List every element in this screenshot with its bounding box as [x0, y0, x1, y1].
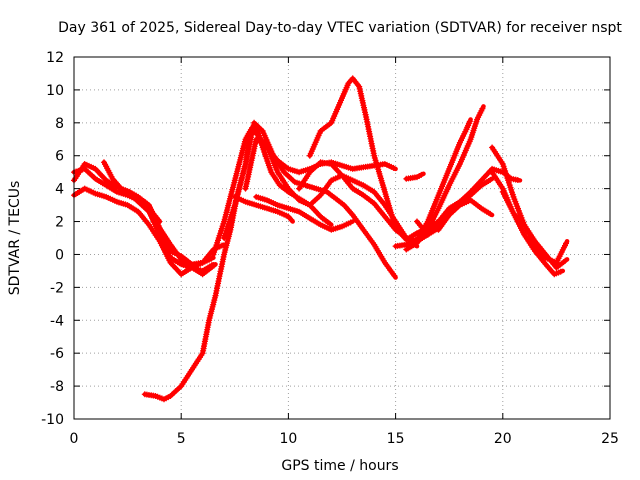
y-axis-label: SDTVAR / TECUs — [7, 181, 23, 296]
y-tick-label: -2 — [50, 280, 64, 296]
tick-layer: 0 5 10 15 20 25 -10 -8 -6 -4 -2 0 2 4 6 8 10 12 — [41, 50, 619, 447]
y-tick-label: 12 — [46, 50, 64, 66]
x-tick-label: 0 — [70, 431, 79, 447]
series-sat-l — [253, 193, 355, 233]
series-markers — [403, 105, 486, 253]
grid-layer — [74, 57, 610, 419]
x-tick-label: 20 — [494, 431, 512, 447]
series-sat-s — [489, 144, 570, 266]
x-tick-label: 10 — [279, 431, 297, 447]
series-markers — [253, 193, 354, 233]
series-sat-e — [156, 235, 218, 278]
x-axis-label: GPS time / hours — [281, 458, 398, 474]
series-line — [71, 166, 163, 224]
x-tick-label: 25 — [601, 431, 619, 447]
x-tick-label: 15 — [387, 431, 405, 447]
x-tick-label: 5 — [177, 431, 186, 447]
y-tick-label: 8 — [55, 116, 64, 132]
y-tick-label: 6 — [55, 149, 64, 165]
series-markers — [489, 144, 569, 266]
series-markers — [392, 118, 473, 250]
series-sat-n — [403, 171, 426, 182]
series-markers — [231, 193, 295, 223]
y-tick-label: -6 — [50, 346, 64, 362]
y-tick-label: -4 — [50, 313, 64, 329]
series-layer — [71, 75, 570, 403]
series-markers — [156, 235, 217, 278]
series-sat-j — [306, 75, 441, 243]
plot-frame — [73, 56, 611, 420]
series-sat-r — [435, 197, 495, 233]
series-sat-m — [231, 193, 295, 224]
series-sat-p — [403, 104, 486, 253]
y-tick-label: 10 — [46, 83, 64, 99]
series-markers — [499, 188, 569, 271]
y-tick-label: -8 — [50, 379, 64, 395]
series-sat-u — [499, 188, 570, 271]
chart-title: Day 361 of 2025, Sidereal Day-to-day VTE… — [58, 20, 622, 36]
series-markers — [403, 171, 425, 182]
y-tick-label: 2 — [55, 215, 64, 231]
y-tick-label: 0 — [55, 247, 64, 263]
y-tick-label: 4 — [55, 182, 64, 198]
series-sat-o — [392, 117, 473, 250]
series-markers — [435, 197, 494, 233]
series-line — [307, 76, 441, 242]
y-tick-label: -10 — [41, 412, 64, 428]
